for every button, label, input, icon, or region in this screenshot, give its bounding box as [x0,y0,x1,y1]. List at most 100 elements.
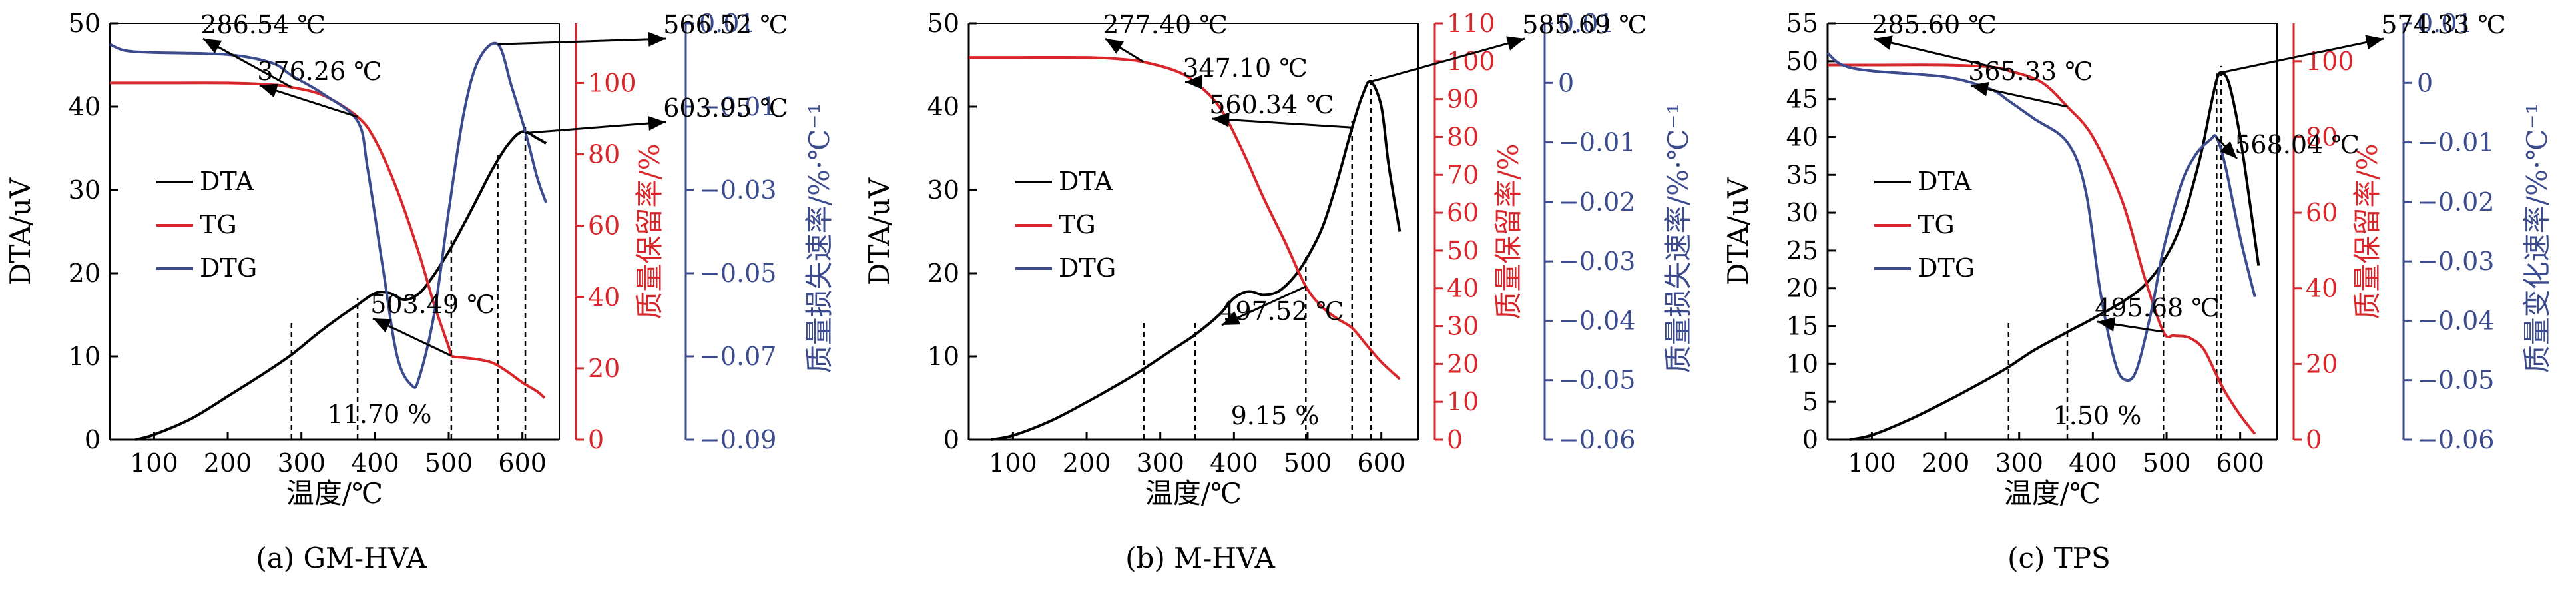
tg-tick-label: 0 [1447,425,1463,454]
series-line-tg [110,81,546,399]
legend-label-tg: TG [1059,210,1096,239]
left-tick-label: 0 [1802,425,1818,454]
annotation-arrow [1370,37,1525,83]
x-tick-label: 600 [2216,448,2264,478]
annotation-arrowhead [1212,112,1230,127]
tg-tick-label: 40 [588,283,620,312]
tg-tick-label: 40 [2306,274,2338,303]
left-axis-label: DTA/uV [1722,177,1754,285]
left-tick-label: 10 [1786,349,1818,378]
tg-tick-label: 20 [588,354,620,383]
annotation-arrow [1211,117,1352,129]
series-line-dtg [109,41,547,389]
panel-caption: (b) M-HVA [1125,542,1275,574]
annotation-label: 286.54 ℃ [200,10,326,39]
left-tick-label: 55 [1786,9,1818,38]
annotation-label: 277.40 ℃ [1103,10,1228,39]
left-tick-label: 20 [1786,274,1818,303]
series-line-dta [1849,71,2260,441]
dtg-tick-label: 0 [1558,68,1574,97]
x-tick-label: 300 [1995,448,2043,478]
annotation-arrow [2220,37,2384,74]
annotation-arrowhead [1222,311,1241,325]
left-tick-label: 0 [85,425,101,454]
annotation-label: 365.33 ℃ [1968,57,2093,86]
left-tick-label: 20 [927,259,959,288]
left-tick-label: 35 [1786,160,1818,189]
annotation-label: 566.52 ℃ [663,10,788,39]
tg-tick-label: 80 [2306,122,2338,151]
tg-tick-label: 50 [1447,236,1479,265]
annotation-label: 503.49 ℃ [370,290,495,319]
x-tick-label: 500 [1284,448,1332,478]
dtg-tick-label: −0.03 [2417,247,2494,276]
dtg-tick-label: −0.09 [699,425,776,454]
tg-tick-label: 30 [1447,312,1479,341]
series-line-dtg [1826,52,2256,382]
left-tick-label: 30 [69,175,101,205]
left-tick-label: 40 [927,92,959,121]
tg-axis-label: 质量保留率/% [633,143,666,319]
left-tick-label: 15 [1786,312,1818,341]
x-axis-label: 温度/℃ [2004,477,2101,510]
left-tick-label: 10 [927,342,959,371]
annotation-label: 497.52 ℃ [1219,296,1344,326]
tg-tick-label: 80 [1447,122,1479,151]
tg-tick-label: 110 [1447,9,1495,38]
legend-label-dta: DTA [200,167,254,196]
tg-axis-label: 质量保留率/% [1492,143,1525,319]
annotation-arrowhead [2097,317,2116,332]
annotation-label: 568.04 ℃ [2234,130,2360,159]
annotation-arrowhead [373,318,392,333]
annotation-label: 9.15 % [1231,401,1320,430]
series-line-dta [990,79,1402,441]
left-axis-label: DTA/uV [4,177,37,285]
tg-tick-label: 100 [588,68,637,97]
annotation-arrow [1874,37,2009,72]
tg-tick-label: 100 [2306,47,2354,76]
left-tick-label: 20 [69,259,101,288]
tg-tick-label: 80 [588,140,620,169]
legend-label-tg: TG [200,210,237,239]
x-tick-label: 100 [1848,448,1896,478]
tg-tick-label: 60 [2306,198,2338,227]
dtg-axis-label: 质量损失速率/%·℃⁻¹ [1662,103,1694,373]
x-tick-label: 200 [204,448,252,478]
dtg-tick-label: −0.02 [2417,187,2494,217]
annotation-label: 574.33 ℃ [2381,10,2506,39]
annotation-arrowhead [1971,81,1989,97]
tg-tick-label: 0 [2306,425,2322,454]
left-tick-label: 40 [69,92,101,121]
x-tick-label: 200 [1063,448,1111,478]
legend-label-dtg: DTG [1918,253,1975,283]
series-line-dta [135,130,547,441]
dtg-tick-label: −0.04 [1558,306,1635,335]
annotation-label: 285.60 ℃ [1872,10,1997,39]
annotation-label: 11.70 % [328,400,432,429]
annotation-arrowhead [260,83,279,98]
tg-tick-label: 10 [1447,387,1479,416]
annotation-label: 560.34 ℃ [1209,90,1334,119]
annotation-arrowhead [2365,35,2384,50]
legend-label-tg: TG [1918,210,1955,239]
annotation-arrow [497,37,666,45]
x-tick-label: 200 [1922,448,1970,478]
left-tick-label: 50 [1786,47,1818,76]
series-line-tg [969,55,1401,380]
tg-tick-label: 20 [2306,349,2338,378]
x-tick-label: 100 [989,448,1037,478]
dtg-tick-label: −0.07 [699,342,776,371]
left-tick-label: 25 [1786,236,1818,265]
x-tick-label: 600 [498,448,547,478]
annotation-arrowhead [1874,35,1893,50]
annotation-label: 495.68 ℃ [2095,293,2220,322]
left-tick-label: 30 [1786,198,1818,227]
x-axis-label: 温度/℃ [286,477,383,510]
dtg-tick-label: −0.06 [2417,425,2494,454]
left-axis-label: DTA/uV [863,177,896,285]
legend-label-dta: DTA [1059,167,1113,196]
x-tick-label: 400 [2069,448,2117,478]
left-tick-label: 10 [69,342,101,371]
dtg-tick-label: 0.01 [1558,9,1615,38]
